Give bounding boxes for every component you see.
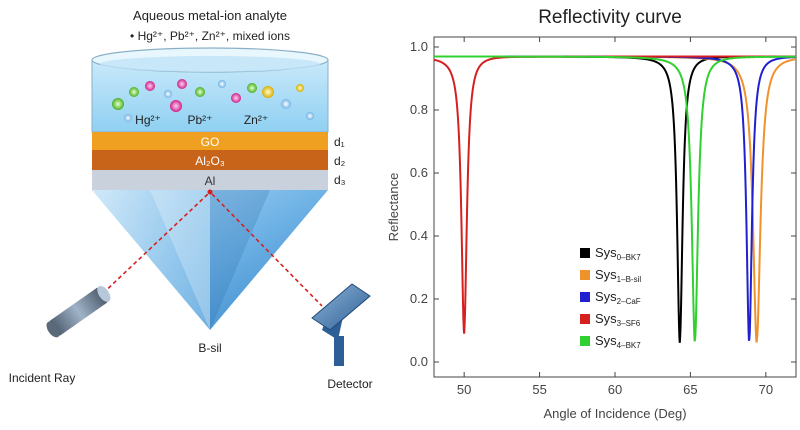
ion-ball xyxy=(195,87,205,97)
legend-swatch-1 xyxy=(580,270,590,280)
x-tick-label: 65 xyxy=(683,382,697,397)
layer-al2o3 xyxy=(92,150,328,170)
ion-label-hg: Hg²⁺ xyxy=(135,113,161,127)
ion-ball xyxy=(124,114,132,122)
axis-ticks: 50 55 60 65 70 0.0 0.2 0.4 0.6 0.8 1.0 xyxy=(410,37,796,397)
y-tick-label: 1.0 xyxy=(410,39,428,54)
light-source xyxy=(46,285,111,338)
ions-line: • Hg²⁺, Pb²⁺, Zn²⁺, mixed ions xyxy=(130,29,290,43)
ion-ball xyxy=(129,87,139,97)
legend-swatch-2 xyxy=(580,292,590,302)
x-tick-label: 60 xyxy=(608,382,622,397)
ion-ball xyxy=(281,99,291,109)
legend-swatch-4 xyxy=(580,336,590,346)
y-axis-label: Reflectance xyxy=(386,173,401,242)
ion-ball xyxy=(177,79,187,89)
incident-ray-label: Incident Ray xyxy=(9,371,76,385)
y-tick-label: 0.2 xyxy=(410,291,428,306)
metal-ions: Hg²⁺ Pb²⁺ Zn²⁺ xyxy=(112,79,314,127)
ion-ball xyxy=(164,90,172,98)
legend-label-3: Sys3–SF6 xyxy=(595,311,641,328)
reflection-point xyxy=(207,189,213,195)
legend-label-0: Sys0–BK7 xyxy=(595,245,641,262)
series-line-4 xyxy=(434,55,796,342)
thickness-d1: d₁ xyxy=(334,135,345,149)
legend-swatch-3 xyxy=(580,314,590,324)
y-tick-label: 0.6 xyxy=(410,165,428,180)
analyte-container xyxy=(91,47,329,133)
ion-ball xyxy=(145,81,155,91)
legend-swatch-0 xyxy=(580,248,590,258)
ion-ball xyxy=(112,98,124,110)
x-tick-label: 50 xyxy=(457,382,471,397)
detector xyxy=(311,283,371,366)
legend: Sys0–BK7 Sys1–B-sil Sys2–CaF Sys3–SF6 Sys4–B… xyxy=(580,245,641,350)
layer-stack: GO Al₂O₃ Al d₁ d₂ d₃ xyxy=(92,132,346,190)
legend-label-4: Sys4–BK7 xyxy=(595,333,641,350)
incident-ray xyxy=(97,193,209,299)
y-tick-label: 0.0 xyxy=(410,354,428,369)
layer-al2o3-label: Al₂O₃ xyxy=(195,154,225,168)
layer-al xyxy=(92,170,328,190)
analyte-title: Aqueous metal-ion analyte xyxy=(133,8,287,23)
ion-ball xyxy=(218,80,226,88)
chart-title: Reflectivity curve xyxy=(538,7,682,28)
prism-label: B-sil xyxy=(198,341,221,355)
reflected-ray xyxy=(211,193,323,307)
data-curves xyxy=(433,55,797,343)
x-axis-label: Angle of Incidence (Deg) xyxy=(543,406,686,421)
legend-label-1: Sys1–B-sil xyxy=(595,267,641,284)
y-tick-label: 0.4 xyxy=(410,228,428,243)
layer-go-label: GO xyxy=(201,135,220,149)
plot-frame xyxy=(433,36,797,378)
ion-label-zn: Zn²⁺ xyxy=(244,113,268,127)
detector-label: Detector xyxy=(327,377,372,391)
ion-ball xyxy=(262,86,274,98)
ion-ball xyxy=(296,84,304,92)
light-path xyxy=(97,189,323,307)
sensor-diagram: Aqueous metal-ion analyte • Hg²⁺, Pb²⁺, … xyxy=(9,8,373,391)
y-tick-label: 0.8 xyxy=(410,102,428,117)
layer-al-label: Al xyxy=(205,174,216,188)
ion-label-pb: Pb²⁺ xyxy=(187,113,212,127)
x-tick-label: 70 xyxy=(759,382,773,397)
legend-label-2: Sys2–CaF xyxy=(595,289,641,306)
layer-go xyxy=(92,132,328,150)
prism xyxy=(92,190,328,330)
x-tick-label: 55 xyxy=(532,382,546,397)
ion-ball xyxy=(170,100,182,112)
ion-ball xyxy=(306,112,314,120)
reflectivity-chart: Reflectivity curve 50 55 60 65 70 0.0 0.2 0.4 0.… xyxy=(386,7,797,421)
thickness-d3: d₃ xyxy=(334,173,346,187)
thickness-d2: d₂ xyxy=(334,154,346,168)
ion-ball xyxy=(231,93,241,103)
ion-ball xyxy=(247,83,257,93)
